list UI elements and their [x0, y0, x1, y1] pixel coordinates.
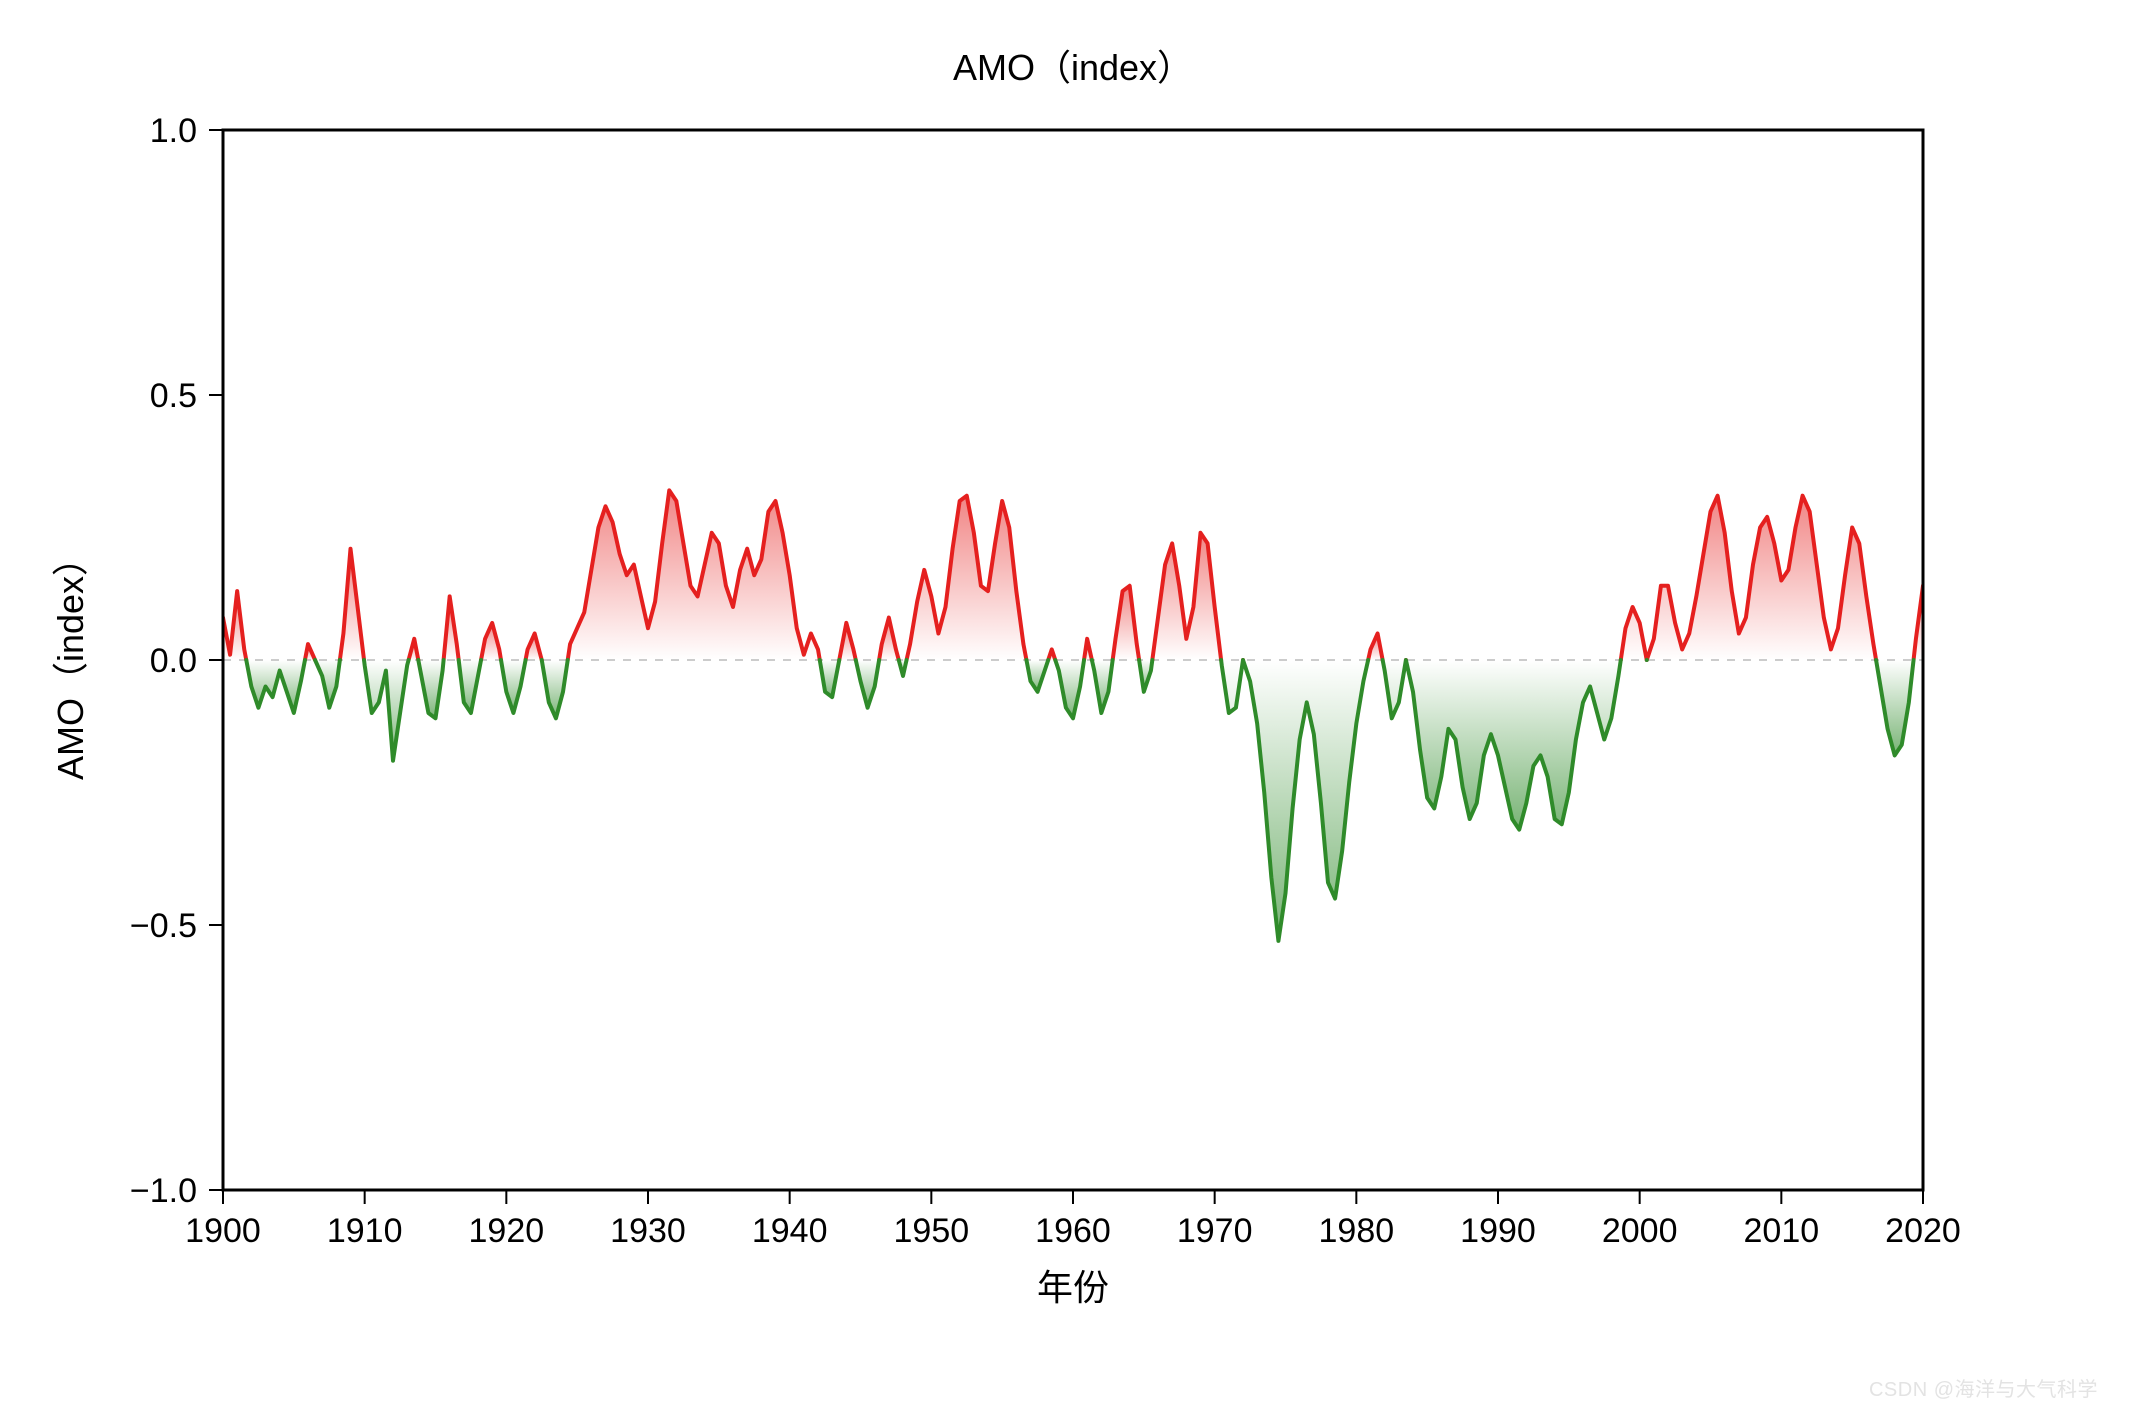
x-tick-label: 1940: [752, 1212, 828, 1250]
x-tick-label: 1980: [1319, 1212, 1395, 1250]
x-tick-label: 1990: [1460, 1212, 1536, 1250]
y-tick-label: 0.5: [150, 377, 197, 415]
y-tick-label: 0.0: [150, 642, 197, 680]
x-tick-label: 2010: [1744, 1212, 1820, 1250]
x-tick-label: 1950: [894, 1212, 970, 1250]
x-tick-label: 1900: [185, 1212, 261, 1250]
x-tick-label: 1920: [469, 1212, 545, 1250]
x-tick-label: 2000: [1602, 1212, 1678, 1250]
chart-title: AMO（index）: [953, 47, 1193, 88]
y-tick-label: −0.5: [130, 907, 197, 945]
y-axis-label: AMO（index）: [50, 540, 91, 780]
amo-chart: AMO（index） 1900 1910 1920 1930 1940 1950 1960 19…: [0, 0, 2138, 1414]
chart-container: AMO（index） 1900 1910 1920 1930 1940 1950 1960 19…: [0, 0, 2138, 1414]
watermark-text: CSDN @海洋与大气科学: [1869, 1373, 2098, 1402]
x-axis-label: 年份: [1037, 1267, 1109, 1308]
y-tick-label: 1.0: [150, 112, 197, 150]
x-tick-label: 1930: [610, 1212, 686, 1250]
y-tick-label: −1.0: [130, 1172, 197, 1210]
x-tick-label: 1960: [1035, 1212, 1111, 1250]
x-tick-label: 2020: [1885, 1212, 1961, 1250]
x-tick-label: 1970: [1177, 1212, 1253, 1250]
x-tick-label: 1910: [327, 1212, 403, 1250]
